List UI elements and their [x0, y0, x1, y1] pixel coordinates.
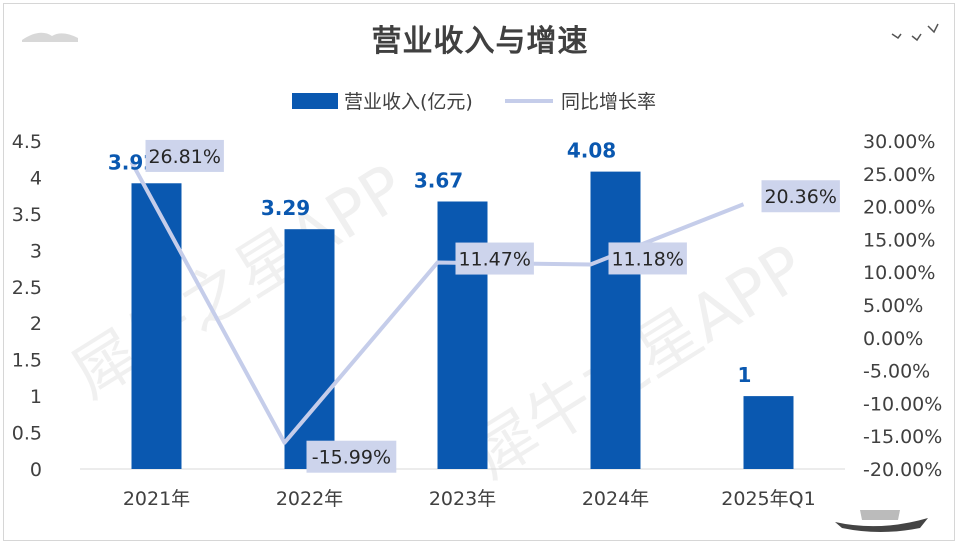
- bar: [437, 201, 488, 469]
- legend-swatch-bar: [292, 93, 338, 109]
- y-right-tick-label: -15.00%: [863, 426, 942, 448]
- y-left-tick-label: 4.5: [12, 131, 42, 153]
- y-right-tick-label: 10.00%: [863, 262, 935, 284]
- bar-value-label: 3.67: [414, 168, 463, 192]
- line-label-box: [145, 139, 224, 172]
- y-left-tick-label: 2.5: [12, 277, 42, 299]
- x-tick-label: 2025年Q1: [721, 488, 815, 510]
- bar-value-label: 1: [738, 363, 752, 387]
- x-tick-label: 2021年: [123, 488, 190, 510]
- bar-value-label: 3.29: [261, 196, 310, 220]
- line-value-label: 11.18%: [611, 248, 683, 270]
- watermark: 犀牛之星APP: [59, 151, 418, 414]
- x-tick-label: 2022年: [276, 488, 343, 510]
- y-right-tick-label: 0.00%: [863, 328, 923, 350]
- line-label-box: [455, 242, 534, 275]
- chart-title: 营业收入与增速: [371, 24, 589, 59]
- line-value-label: 11.47%: [458, 249, 530, 271]
- y-right-tick-label: 30.00%: [863, 131, 935, 153]
- line-value-label: -15.99%: [312, 447, 391, 469]
- y-left-tick-label: 0: [30, 459, 42, 481]
- y-right-tick-label: -20.00%: [863, 459, 942, 481]
- y-right-tick-label: 25.00%: [863, 164, 935, 186]
- y-left-tick-label: 2: [30, 313, 42, 335]
- boat-decoration: [835, 518, 928, 532]
- y-right-tick-label: 5.00%: [863, 295, 923, 317]
- bar-value-label: 4.08: [567, 139, 616, 163]
- legend-label-line: 同比增长率: [561, 91, 656, 113]
- chart-frame: [3, 3, 955, 541]
- line-value-label: 20.36%: [764, 186, 836, 208]
- y-right-tick-label: 15.00%: [863, 229, 935, 251]
- line-label-box: [306, 440, 397, 473]
- bar: [131, 183, 182, 469]
- bar: [743, 396, 794, 469]
- bar: [590, 171, 641, 469]
- line-value-label: 26.81%: [148, 146, 220, 168]
- boat-cabin-decoration: [860, 510, 900, 520]
- birds-decoration: [891, 23, 939, 42]
- legend-label-bar: 营业收入(亿元): [344, 91, 473, 113]
- y-left-tick-label: 0.5: [12, 423, 42, 445]
- y-left-tick-label: 4: [30, 167, 42, 189]
- x-tick-label: 2023年: [429, 488, 496, 510]
- line-label-box: [761, 180, 840, 213]
- y-left-tick-label: 1: [30, 386, 42, 408]
- y-right-tick-label: 20.00%: [863, 197, 935, 219]
- y-left-tick-label: 1.5: [12, 350, 42, 372]
- y-left-tick-label: 3: [30, 240, 42, 262]
- y-right-tick-label: -5.00%: [863, 361, 930, 383]
- x-tick-label: 2024年: [582, 488, 649, 510]
- bar: [284, 229, 335, 469]
- hills-decoration: [22, 32, 78, 42]
- y-right-tick-label: -10.00%: [863, 393, 942, 415]
- line-label-box: [608, 242, 687, 275]
- y-left-tick-label: 3.5: [12, 204, 42, 226]
